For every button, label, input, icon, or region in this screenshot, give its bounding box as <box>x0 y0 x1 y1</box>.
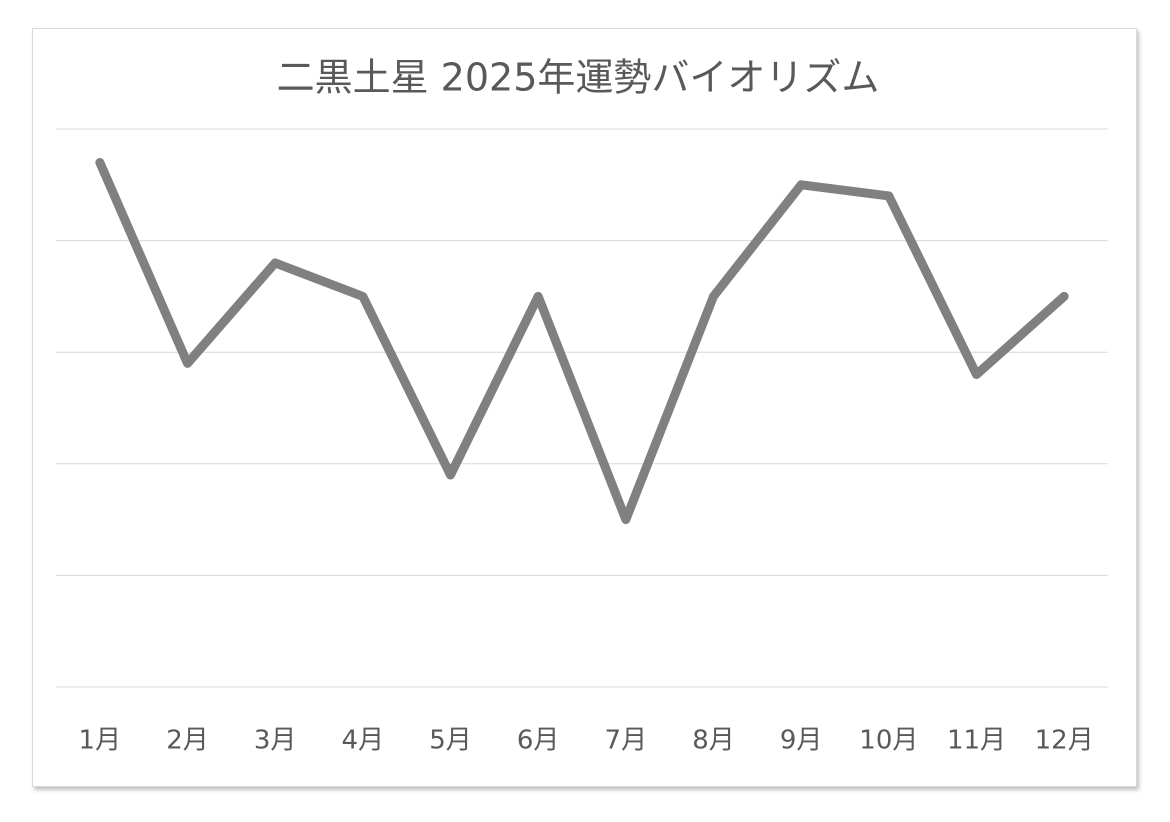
x-tick-label: 7月 <box>605 726 648 756</box>
line <box>95 157 1069 525</box>
x-tick-label: 10月 <box>859 726 918 756</box>
x-tick-label: 9月 <box>780 726 823 756</box>
x-tick-label: 3月 <box>254 726 297 756</box>
x-tick-label: 2月 <box>166 726 209 756</box>
x-tick-label: 12月 <box>1035 726 1094 756</box>
x-tick-label: 6月 <box>517 726 560 756</box>
x-tick-label: 11月 <box>947 726 1006 756</box>
x-tick-label: 5月 <box>429 726 472 756</box>
x-tick-label: 8月 <box>692 726 735 756</box>
x-tick-label: 4月 <box>342 726 385 756</box>
x-tick-label: 1月 <box>79 726 122 756</box>
chart-title: 二黒土星 2025年運勢バイオリズム <box>277 56 880 100</box>
